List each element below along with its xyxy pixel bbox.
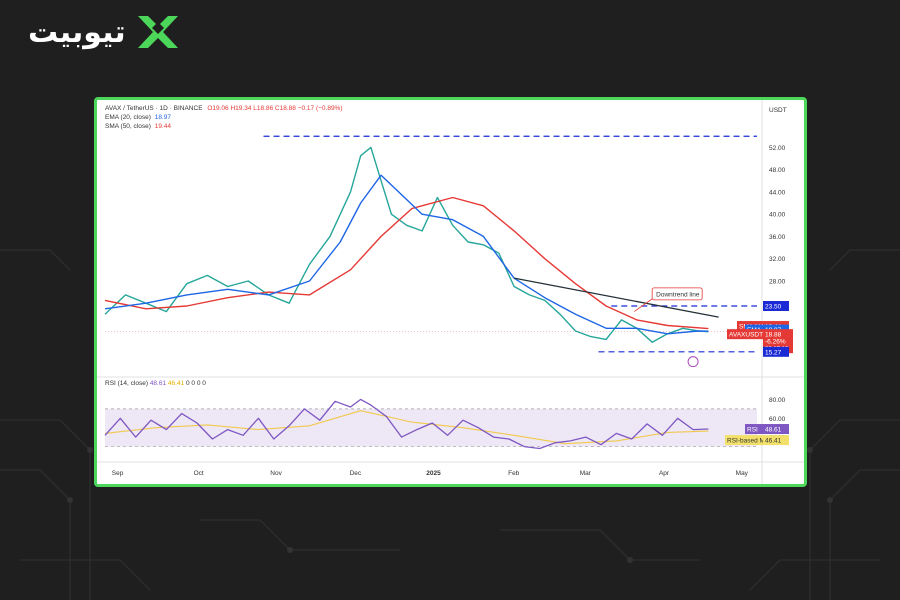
currency-label: USDT bbox=[769, 107, 787, 114]
rsi-ma-tag-label: RSI-based MA bbox=[727, 438, 770, 445]
annotation-box bbox=[651, 287, 703, 301]
support-tag-bg bbox=[763, 346, 789, 357]
rsi-band bbox=[105, 408, 757, 447]
ema-legend-value: 18.97 bbox=[154, 114, 171, 121]
annotation-pointer bbox=[634, 298, 653, 312]
support-tag: 15.27 bbox=[765, 349, 782, 356]
rsi-tick-label: 80.00 bbox=[769, 397, 786, 404]
time-tick-label: Feb bbox=[508, 470, 520, 477]
time-tick-label: Mar bbox=[580, 470, 592, 477]
chart-legend: AVAX / TetherUS · 1D · BINANCE O19.06 H1… bbox=[105, 104, 343, 131]
rsi-ma-legend-value: 46.41 bbox=[167, 380, 185, 387]
time-tick-label: Nov bbox=[270, 470, 282, 477]
time-tick-label: Oct bbox=[194, 470, 204, 477]
lightning-icon bbox=[687, 356, 699, 368]
time-tick-label: May bbox=[736, 470, 749, 477]
rsi-tag-value-bg bbox=[763, 424, 789, 435]
rsi-tick-label: 60.00 bbox=[769, 416, 786, 423]
rsi-ma-tag-value-bg bbox=[763, 435, 789, 446]
ema-legend-label: EMA (20, close) bbox=[105, 114, 151, 121]
rsi-ma-line bbox=[104, 410, 709, 445]
sma-line bbox=[104, 196, 709, 330]
rsi-legend-value: 48.61 bbox=[149, 380, 167, 387]
resistance-tag: 23.50 bbox=[765, 304, 782, 311]
rsi-tag-label-bg bbox=[745, 424, 763, 435]
symbol-title: AVAX / TetherUS · 1D · BINANCE bbox=[105, 105, 203, 112]
annotation-text: Downtrend line bbox=[656, 291, 700, 298]
ohlc-values: O19.06 H19.34 L18.86 C18.88 −0.17 (−0.89… bbox=[207, 105, 343, 112]
rsi-legend-label: RSI (14, close) bbox=[105, 380, 148, 387]
resistance-tag-bg bbox=[763, 301, 789, 311]
price-tick-label: 52.00 bbox=[769, 145, 786, 152]
pair-tag-value: 18.88 bbox=[765, 332, 782, 339]
sma-legend-value: 19.44 bbox=[154, 123, 171, 130]
rsi-legend-extra: 0 0 0 0 bbox=[186, 380, 206, 387]
sma-legend-label: SMA (50, close) bbox=[105, 123, 151, 130]
time-tick-label: Apr bbox=[659, 470, 670, 477]
price-tick-label: 48.00 bbox=[769, 167, 786, 174]
price-tick-label: 36.00 bbox=[769, 234, 786, 241]
time-tick-label: Sep bbox=[112, 470, 124, 477]
price-tick-label: 28.00 bbox=[769, 278, 786, 285]
ema-line bbox=[104, 174, 709, 335]
price-line bbox=[104, 146, 709, 343]
chart-frame: USDT 52.00 48.00 44.00 40.00 36.00 32.00 28.00 8… bbox=[94, 97, 807, 487]
pair-tag-change: -6.26% bbox=[765, 339, 786, 346]
rsi-ma-tag-label-bg bbox=[725, 435, 763, 446]
price-chart[interactable]: USDT 52.00 48.00 44.00 40.00 36.00 32.00 28.00 8… bbox=[97, 100, 804, 484]
rsi-legend: RSI (14, close) 48.61 46.41 0 0 0 0 bbox=[105, 380, 206, 387]
time-tick-label: 2025 bbox=[426, 470, 441, 477]
rsi-tag-value: 48.61 bbox=[765, 427, 782, 434]
rsi-line bbox=[104, 398, 709, 450]
downtrend-line bbox=[513, 277, 719, 318]
brand-logo: تیوبیت bbox=[28, 14, 180, 50]
price-tick-label: 44.00 bbox=[769, 189, 786, 196]
rsi-ma-tag-value: 46.41 bbox=[765, 438, 782, 445]
brand-name: تیوبیت bbox=[28, 14, 126, 50]
price-tick-label: 40.00 bbox=[769, 212, 786, 219]
x-logo-icon bbox=[137, 16, 178, 48]
rsi-tag-label: RSI bbox=[747, 427, 758, 434]
time-tick-label: Dec bbox=[350, 470, 362, 477]
pair-tag-label-bg bbox=[727, 329, 763, 340]
pair-tag-label: AVAXUSDT bbox=[729, 332, 763, 339]
price-tick-label: 32.00 bbox=[769, 256, 786, 263]
